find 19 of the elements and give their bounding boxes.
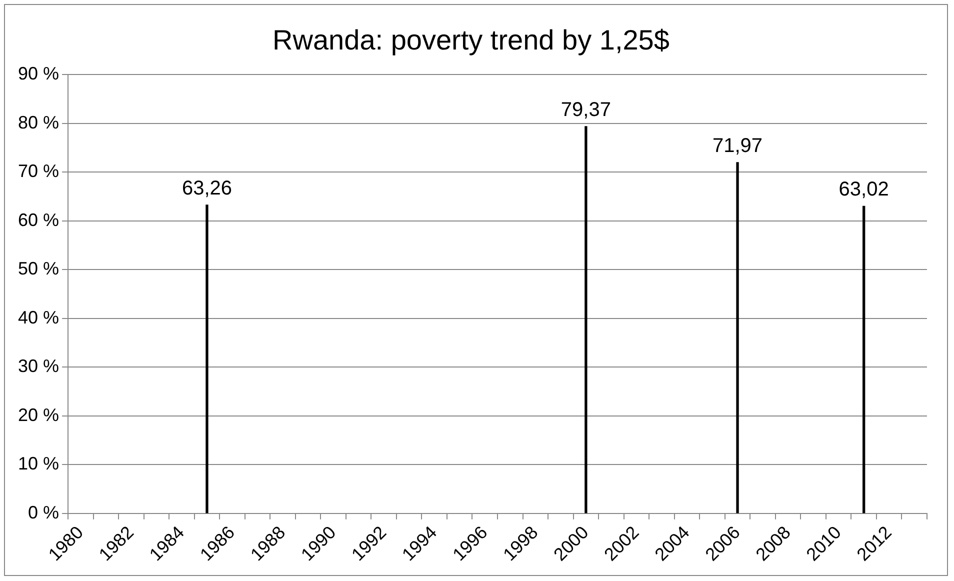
y-tick-label: 40 %	[18, 307, 60, 328]
y-tick-label: 10 %	[18, 454, 60, 474]
bar	[736, 162, 739, 514]
bar	[862, 206, 866, 514]
data-label: 79,37	[560, 98, 611, 121]
y-tick-label: 80 %	[18, 112, 60, 132]
data-label: 71,97	[712, 135, 763, 158]
bar	[206, 204, 208, 514]
y-tick-label: 50 %	[18, 258, 60, 279]
data-label: 63,26	[182, 177, 232, 200]
data-label: 63,02	[838, 178, 889, 201]
y-tick-label: 20 %	[18, 404, 60, 425]
chart-title: Rwanda: poverty trend by 1,25$	[272, 24, 670, 56]
y-tick-label: 60 %	[18, 210, 60, 230]
bar	[584, 126, 588, 514]
y-tick-label: 70 %	[18, 161, 60, 182]
y-tick-label: 0 %	[28, 502, 60, 522]
y-tick-label: 90 %	[18, 64, 60, 84]
y-tick-label: 30 %	[18, 356, 60, 376]
